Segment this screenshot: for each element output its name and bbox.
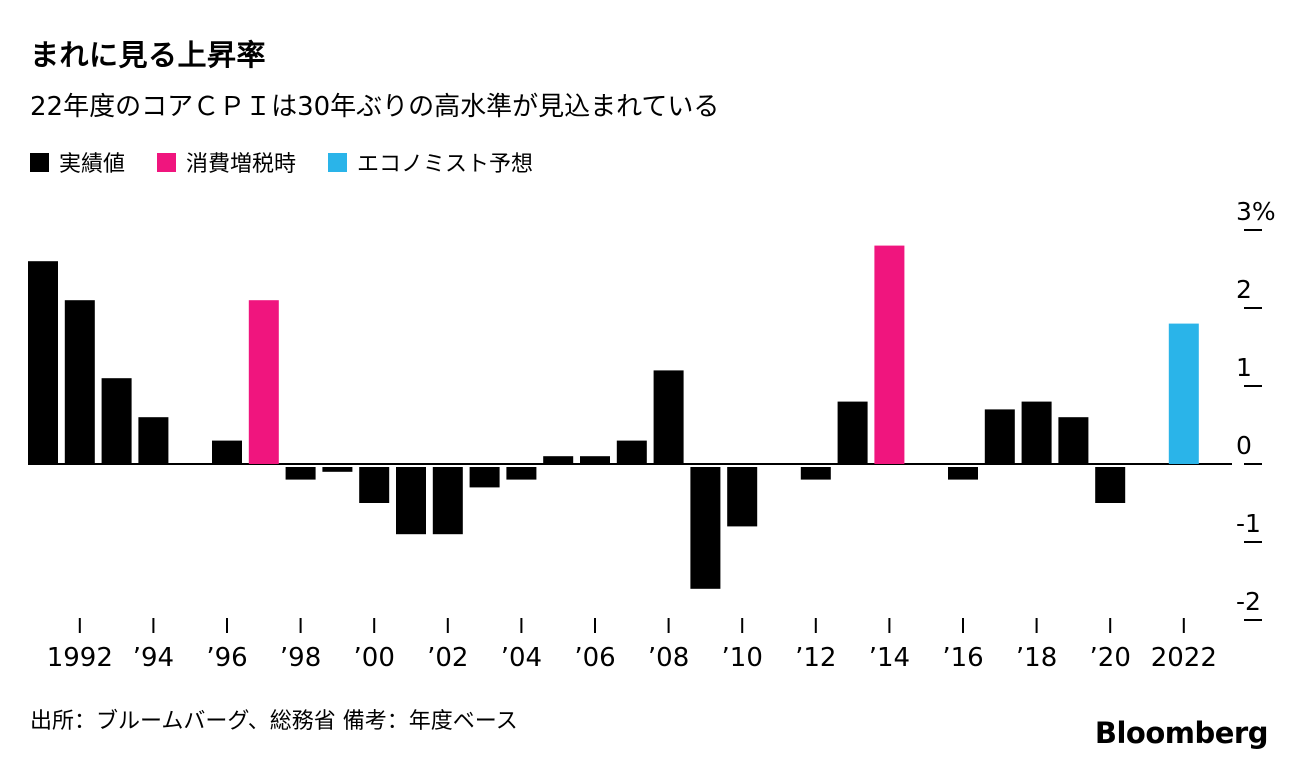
bar-2009 <box>690 467 721 589</box>
x-tick-label-1996: ’96 <box>206 643 247 673</box>
bar-2001 <box>396 467 426 535</box>
legend-item-forecast: エコノミスト予想 <box>328 146 533 178</box>
x-tick-label-2018: ’18 <box>1016 643 1057 673</box>
x-tick-label-2002: ’02 <box>427 643 468 673</box>
x-tick-label-2020: ’20 <box>1090 643 1131 673</box>
y-tick-label-3: 3% <box>1236 197 1276 226</box>
y-tick-label-2: 2 <box>1236 275 1252 304</box>
y-tick-label-1: 1 <box>1236 353 1252 382</box>
bar-1992 <box>64 300 95 464</box>
bar-2006 <box>580 456 610 464</box>
x-tick-label-2016: ’16 <box>942 643 983 673</box>
bar-1999 <box>322 467 353 472</box>
bar-2016 <box>948 467 978 480</box>
bar-1996 <box>212 440 242 464</box>
bar-2003 <box>469 467 500 488</box>
bar-2022 <box>1168 323 1199 464</box>
bar-1993 <box>101 378 132 464</box>
bar-2013 <box>837 401 868 464</box>
x-tick-label-1992: 1992 <box>47 643 113 673</box>
x-tick-label-2012: ’12 <box>795 643 836 673</box>
bar-1994 <box>138 417 169 464</box>
x-tick-label-2022: 2022 <box>1151 643 1217 673</box>
bar-2020 <box>1095 467 1126 503</box>
x-tick-label-2008: ’08 <box>648 643 689 673</box>
bar-2018 <box>1021 401 1052 464</box>
legend-label-actual: 実績値 <box>59 152 126 177</box>
chart-title: まれに見る上昇率 <box>30 38 267 72</box>
x-tick-label-2010: ’10 <box>722 643 763 673</box>
bar-2004 <box>506 467 537 480</box>
x-tick-label-2006: ’06 <box>574 643 615 673</box>
bar-2007 <box>616 440 647 464</box>
y-tick-label--1: -1 <box>1236 509 1261 538</box>
bar-2008 <box>653 370 684 464</box>
legend-item-tax-hike: 消費増税時 <box>157 146 296 178</box>
bar-2019 <box>1058 417 1089 464</box>
bar-2010 <box>727 467 758 527</box>
legend-label-tax-hike: 消費増税時 <box>186 152 297 177</box>
bar-1991 <box>28 261 58 464</box>
y-tick-label--2: -2 <box>1236 587 1261 616</box>
source-note: 出所：ブルームバーグ、総務省 備考：年度ベース <box>30 709 518 734</box>
x-tick-label-2014: ’14 <box>869 643 910 673</box>
bar-2014 <box>874 245 905 464</box>
x-tick-label-2004: ’04 <box>501 643 542 673</box>
bar-1997 <box>248 300 279 464</box>
x-tick-label-1994: ’94 <box>133 643 174 673</box>
bar-2000 <box>359 467 390 503</box>
bar-2017 <box>984 409 1015 464</box>
legend-item-actual: 実績値 <box>30 146 125 178</box>
bar-1998 <box>285 467 316 480</box>
bar-2012 <box>800 467 831 480</box>
bloomberg-logo: Bloomberg <box>1094 716 1269 750</box>
x-tick-label-1998: ’98 <box>280 643 321 673</box>
tax-hike-swatch-icon <box>157 152 177 172</box>
x-tick-label-2000: ’00 <box>354 643 395 673</box>
actual-swatch-icon <box>30 152 49 172</box>
legend-label-forecast: エコノミスト予想 <box>357 152 534 177</box>
bar-2002 <box>432 467 463 535</box>
bar-2005 <box>543 456 574 464</box>
y-tick-label-0: 0 <box>1236 431 1252 460</box>
forecast-swatch-icon <box>328 152 348 172</box>
chart-subtitle: 22年度のコアＣＰＩは30年ぶりの高水準が見込まれている <box>30 92 720 122</box>
legend: 実績値 消費増税時 エコノミスト予想 <box>30 146 533 178</box>
